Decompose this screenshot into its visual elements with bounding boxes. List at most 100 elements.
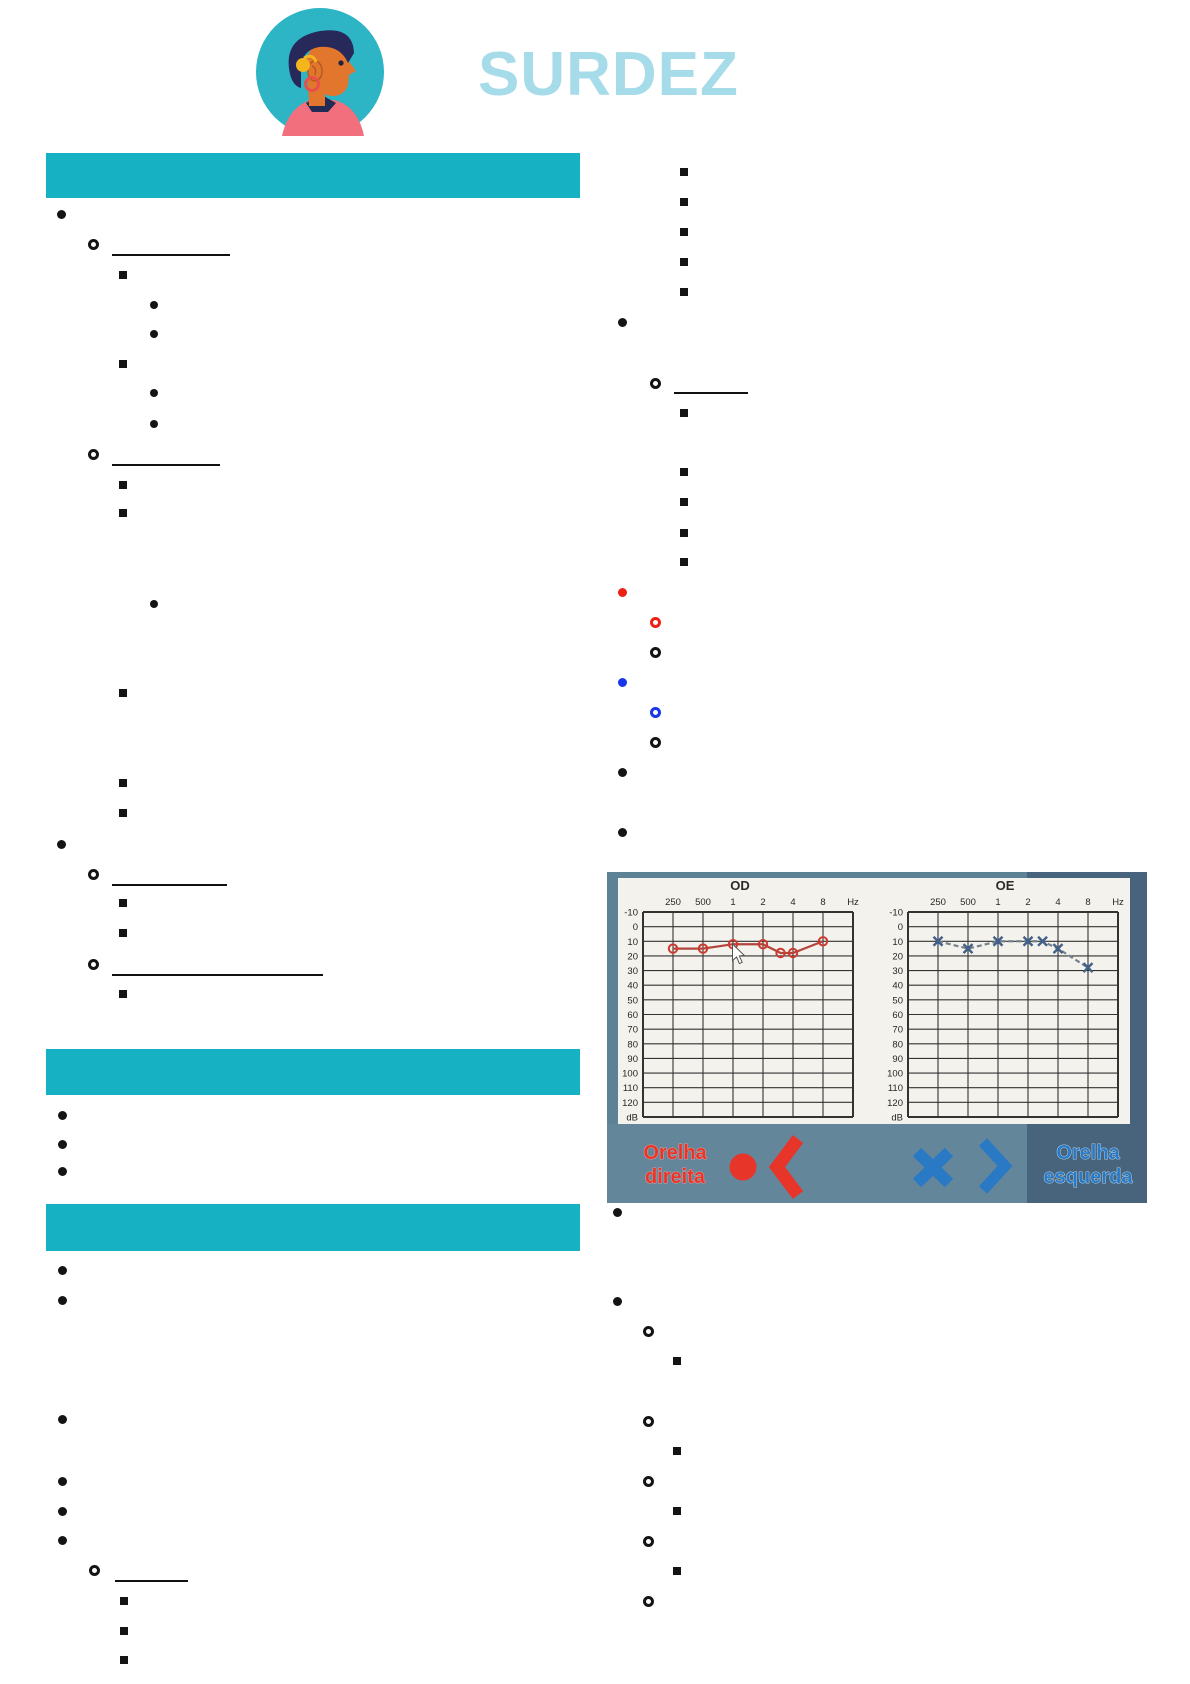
bullet-ring (649, 646, 661, 658)
svg-text:100: 100 (887, 1069, 903, 1080)
legend-left-ear-label: Orelha (1056, 1142, 1120, 1164)
bullet-dot (150, 600, 158, 608)
bullet-disc (56, 839, 66, 849)
svg-text:dB: dB (891, 1113, 903, 1124)
svg-text:0: 0 (633, 922, 638, 933)
bullet-sq (680, 168, 688, 176)
redacted-underlined-heading (112, 884, 227, 886)
legend-left-ear-label: esquerda (1044, 1166, 1134, 1188)
svg-text:120: 120 (622, 1098, 638, 1109)
svg-text:10: 10 (892, 937, 903, 948)
svg-text:120: 120 (887, 1098, 903, 1109)
svg-text:100: 100 (622, 1069, 638, 1080)
bullet-disc (57, 1535, 67, 1545)
bullet-sq (119, 990, 127, 998)
bullet-disc (617, 317, 627, 327)
bullet-sq (119, 929, 127, 937)
person-hearing-aid-illustration (256, 8, 384, 136)
redacted-underlined-heading (112, 254, 230, 256)
bullet-ring (88, 1564, 100, 1576)
svg-text:8: 8 (820, 897, 825, 908)
svg-text:80: 80 (892, 1039, 903, 1050)
left-ear-x-symbol (912, 1147, 954, 1188)
redacted-underlined-heading (112, 464, 220, 466)
bullet-ring (642, 1475, 654, 1487)
redacted-underlined-heading (112, 974, 323, 976)
bullet-sq (680, 558, 688, 566)
bullet-sq (119, 509, 127, 517)
audiogram-chart-OD: -10 0 10 20 30 40 50 60 70 80 90 100 110 120 dB 250 500 1… (622, 878, 859, 1124)
legend-right-ear-label: direita (645, 1166, 706, 1188)
section-header-bar-3 (46, 1204, 580, 1251)
bullet-ring (87, 448, 99, 460)
bullet-disc (57, 1414, 67, 1424)
svg-text:1: 1 (995, 897, 1000, 908)
section-header-bar-1 (46, 153, 580, 198)
svg-text:2: 2 (760, 897, 765, 908)
svg-text:0: 0 (898, 922, 903, 933)
svg-text:50: 50 (892, 995, 903, 1006)
bullet-disc (57, 1110, 67, 1120)
bullet-sq (673, 1447, 681, 1455)
bullet-ring (649, 706, 661, 718)
bullet-sq (673, 1357, 681, 1365)
mouse-cursor (732, 943, 746, 965)
bullet-ring (642, 1535, 654, 1547)
bullet-sq (120, 1597, 128, 1605)
svg-text:90: 90 (892, 1054, 903, 1065)
bullet-sq (120, 1627, 128, 1635)
audiogram-figure: -10 0 10 20 30 40 50 60 70 80 90 100 110 120 dB 250 500 1… (607, 872, 1147, 1203)
svg-text:-10: -10 (624, 908, 638, 919)
svg-text:Hz: Hz (847, 897, 859, 908)
svg-text:110: 110 (888, 1083, 903, 1094)
svg-text:30: 30 (892, 966, 903, 977)
bullet-disc (57, 1476, 67, 1486)
bullet-disc (617, 767, 627, 777)
svg-text:40: 40 (627, 981, 638, 992)
svg-text:20: 20 (627, 951, 638, 962)
bullet-ring (87, 958, 99, 970)
bullet-sq (680, 198, 688, 206)
bullet-sq (680, 228, 688, 236)
svg-text:60: 60 (892, 1010, 903, 1021)
redacted-underlined-heading (115, 1580, 188, 1582)
bullet-disc (56, 209, 66, 219)
legend-right-ear-label: Orelha (643, 1142, 707, 1164)
bullet-disc (617, 587, 627, 597)
bullet-sq (680, 258, 688, 266)
bullet-sq (119, 271, 127, 279)
bullet-sq (680, 409, 688, 417)
left-ear-chevron-symbol (978, 1138, 1013, 1194)
section-header-bar-2 (46, 1049, 580, 1095)
svg-text:Hz: Hz (1112, 897, 1124, 908)
bullet-sq (119, 481, 127, 489)
bullet-sq (120, 1656, 128, 1664)
svg-text:dB: dB (626, 1113, 638, 1124)
bullet-sq (680, 529, 688, 537)
bullet-ring (649, 736, 661, 748)
bullet-ring (642, 1325, 654, 1337)
right-ear-chevron-symbol (768, 1135, 804, 1199)
bullet-ring (642, 1595, 654, 1607)
svg-text:40: 40 (892, 981, 903, 992)
svg-text:20: 20 (892, 951, 903, 962)
svg-text:80: 80 (627, 1039, 638, 1050)
bullet-ring (649, 377, 661, 389)
svg-text:4: 4 (1055, 897, 1060, 908)
svg-text:1: 1 (730, 897, 735, 908)
bullet-dot (150, 301, 158, 309)
bullet-sq (680, 468, 688, 476)
svg-text:110: 110 (623, 1083, 638, 1094)
svg-text:50: 50 (627, 995, 638, 1006)
bullet-disc (57, 1506, 67, 1516)
bullet-sq (119, 360, 127, 368)
svg-text:70: 70 (892, 1025, 903, 1036)
svg-text:8: 8 (1085, 897, 1090, 908)
bullet-ring (87, 868, 99, 880)
bullet-disc (57, 1166, 67, 1176)
avatar (256, 8, 384, 136)
bullet-ring (649, 616, 661, 628)
